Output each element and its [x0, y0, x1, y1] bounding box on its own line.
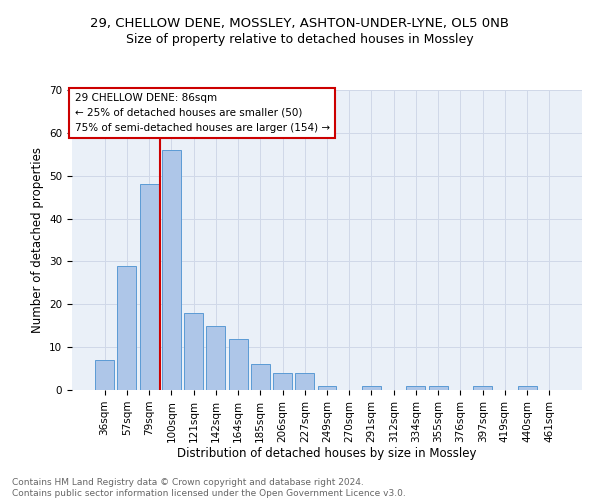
Bar — [429, 386, 448, 390]
Bar — [473, 386, 492, 390]
Bar — [518, 386, 536, 390]
Text: 29 CHELLOW DENE: 86sqm
← 25% of detached houses are smaller (50)
75% of semi-det: 29 CHELLOW DENE: 86sqm ← 25% of detached… — [74, 93, 329, 132]
Bar — [295, 373, 314, 390]
Text: 29, CHELLOW DENE, MOSSLEY, ASHTON-UNDER-LYNE, OL5 0NB: 29, CHELLOW DENE, MOSSLEY, ASHTON-UNDER-… — [91, 18, 509, 30]
Bar — [273, 373, 292, 390]
Y-axis label: Number of detached properties: Number of detached properties — [31, 147, 44, 333]
Bar — [229, 338, 248, 390]
Text: Contains HM Land Registry data © Crown copyright and database right 2024.
Contai: Contains HM Land Registry data © Crown c… — [12, 478, 406, 498]
Bar — [140, 184, 158, 390]
Bar — [162, 150, 181, 390]
Bar — [251, 364, 270, 390]
Bar — [406, 386, 425, 390]
Bar — [95, 360, 114, 390]
X-axis label: Distribution of detached houses by size in Mossley: Distribution of detached houses by size … — [177, 448, 477, 460]
Bar — [362, 386, 381, 390]
Bar — [206, 326, 225, 390]
Bar — [118, 266, 136, 390]
Text: Size of property relative to detached houses in Mossley: Size of property relative to detached ho… — [126, 32, 474, 46]
Bar — [317, 386, 337, 390]
Bar — [184, 313, 203, 390]
